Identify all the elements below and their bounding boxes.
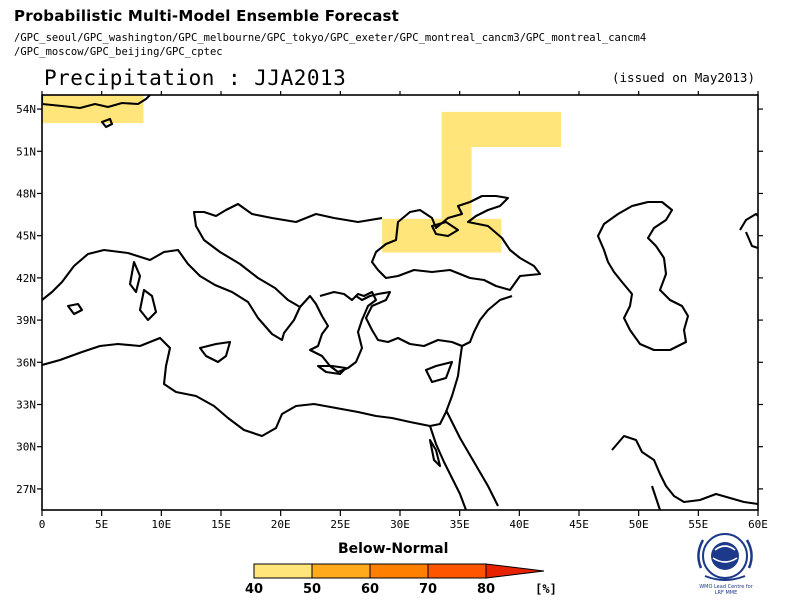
lon-tick-label: 20E bbox=[271, 518, 291, 531]
lat-tick-label: 27N bbox=[16, 483, 36, 496]
wmo-logo bbox=[697, 533, 753, 581]
lon-tick-label: 30E bbox=[390, 518, 410, 531]
colorbar-tick-label: 80 bbox=[477, 582, 495, 597]
lat-tick-label: 51N bbox=[16, 145, 36, 158]
forecast-cells bbox=[42, 95, 562, 253]
lon-tick-label: 10E bbox=[151, 518, 171, 531]
lon-tick-label: 50E bbox=[629, 518, 649, 531]
colorbar-segment bbox=[311, 563, 371, 579]
wmo-caption-line-1: WMO Lead Centre for bbox=[699, 584, 753, 590]
map-axes: 0 5E 10E 15E 20E 25E 30E 35E 40E 45E 50E 55E 60E 27N 3… bbox=[16, 91, 768, 531]
lon-tick-label: 55E bbox=[688, 518, 708, 531]
issue-date-label: (issued on May2013) bbox=[612, 70, 755, 85]
lon-tick-label: 40E bbox=[509, 518, 529, 531]
legend-title: Below-Normal bbox=[338, 541, 449, 557]
colorbar-tick-label: 40 bbox=[245, 582, 263, 597]
map-frame bbox=[41, 94, 759, 511]
lon-tick-label: 0 bbox=[39, 518, 46, 531]
lat-tick-label: 30N bbox=[16, 441, 36, 454]
map-title: Probabilistic Multi-Model Ensemble Forec… bbox=[14, 7, 400, 25]
lat-tick-label: 36N bbox=[16, 356, 36, 369]
colorbar: 40 50 60 70 80 [%] bbox=[245, 563, 557, 597]
lat-tick-label: 45N bbox=[16, 230, 36, 243]
forecast-cell bbox=[441, 147, 472, 219]
wmo-caption-line-2: LRF MME bbox=[714, 590, 738, 596]
lat-tick-label: 33N bbox=[16, 398, 36, 411]
lon-tick-label: 15E bbox=[211, 518, 231, 531]
lat-tick-label: 48N bbox=[16, 187, 36, 200]
lat-tick-label: 42N bbox=[16, 272, 36, 285]
model-list-line-2: /GPC_moscow/GPC_beijing/GPC_cptec bbox=[14, 46, 223, 58]
lat-tick-label: 54N bbox=[16, 103, 36, 116]
lon-tick-label: 60E bbox=[748, 518, 768, 531]
forecast-cell bbox=[441, 111, 562, 148]
lat-tick-label: 39N bbox=[16, 314, 36, 327]
colorbar-segment bbox=[427, 563, 487, 579]
colorbar-unit: [%] bbox=[535, 582, 557, 596]
colorbar-arrow bbox=[485, 563, 545, 579]
colorbar-tick-label: 70 bbox=[419, 582, 437, 597]
forecast-cell bbox=[42, 95, 144, 124]
lon-tick-label: 35E bbox=[450, 518, 470, 531]
colorbar-tick-label: 60 bbox=[361, 582, 379, 597]
lon-tick-label: 45E bbox=[569, 518, 589, 531]
colorbar-segment bbox=[253, 563, 313, 579]
coastlines bbox=[42, 95, 758, 510]
colorbar-tick-label: 50 bbox=[303, 582, 321, 597]
model-list-line-1: /GPC_seoul/GPC_washington/GPC_melbourne/… bbox=[14, 32, 647, 44]
lon-tick-label: 5E bbox=[95, 518, 108, 531]
lon-tick-label: 25E bbox=[330, 518, 350, 531]
wmo-caption: WMO Lead Centre for LRF MME bbox=[684, 584, 768, 596]
colorbar-segment bbox=[369, 563, 429, 579]
variable-season-label: Precipitation : JJA2013 bbox=[44, 66, 347, 90]
